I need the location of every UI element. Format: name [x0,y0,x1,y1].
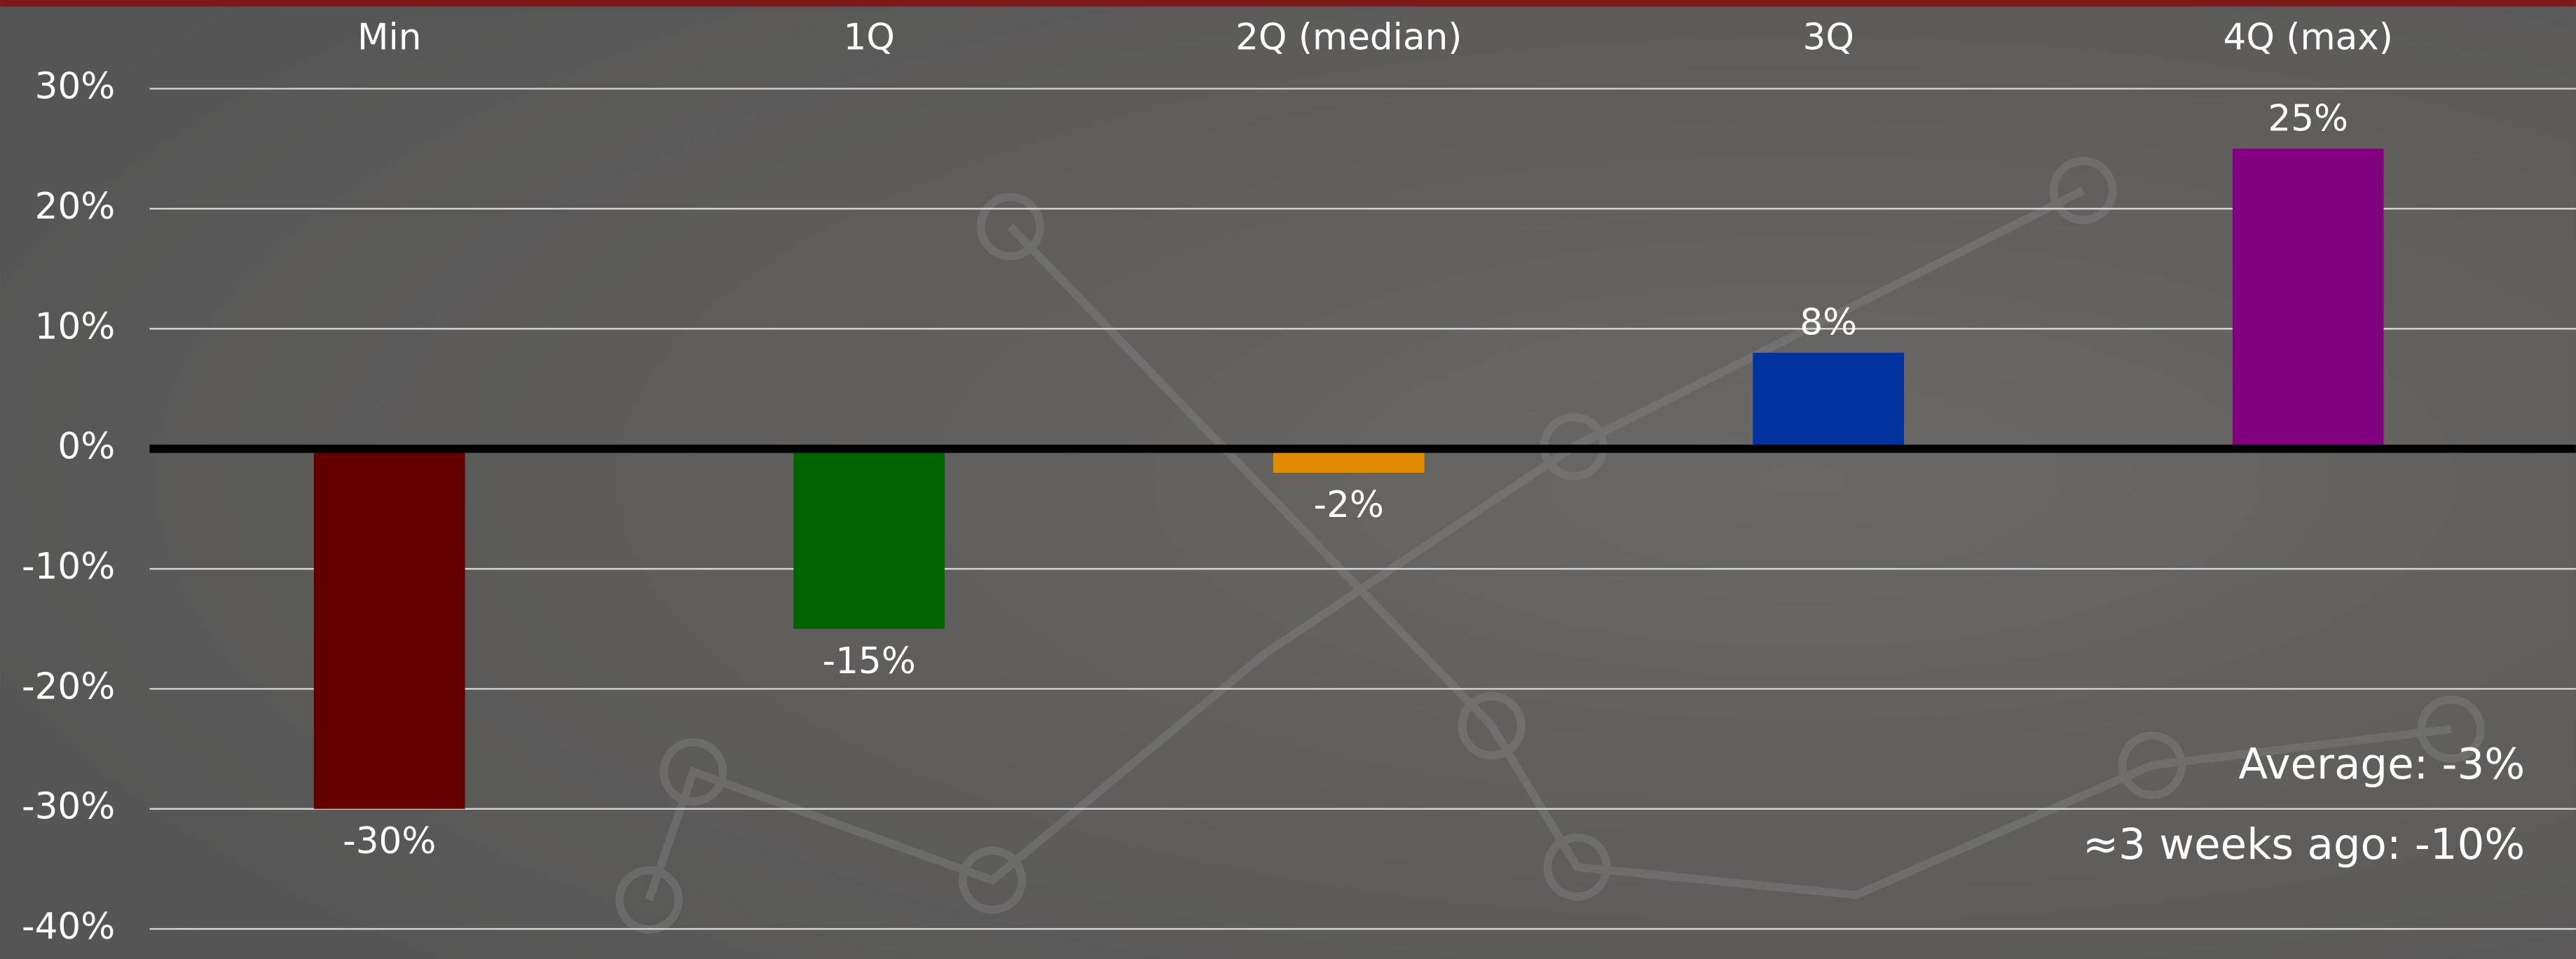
y-tick-label: -20% [22,665,115,708]
value-label: -2% [1314,484,1384,526]
x-tick-label: Min [357,16,422,58]
value-label: -30% [343,820,436,862]
annotation: Average: -3% [2238,739,2525,789]
annotation: ≈3 weeks ago: -10% [2083,820,2525,869]
y-tick-label: -10% [22,546,115,588]
bar [793,448,945,629]
top-border [0,0,2576,7]
x-tick-label: 4Q (max) [2224,16,2393,58]
background-decoration [615,156,2485,934]
x-tick-label: 1Q [844,16,895,58]
value-label: -15% [823,640,916,682]
bar [313,448,465,809]
value-label: 25% [2268,97,2348,139]
bar [1753,352,1905,449]
x-tick-label: 3Q [1803,16,1854,58]
y-tick-label: 20% [35,186,116,228]
bar [2232,149,2384,449]
y-tick-label: 0% [57,426,115,468]
y-tick-label: 30% [35,66,116,108]
y-tick-label: -40% [22,906,115,948]
x-tick-label: 2Q (median) [1235,16,1462,58]
y-tick-label: 10% [35,305,116,347]
value-label: 8% [1800,302,1857,344]
y-tick-label: -30% [22,786,115,828]
